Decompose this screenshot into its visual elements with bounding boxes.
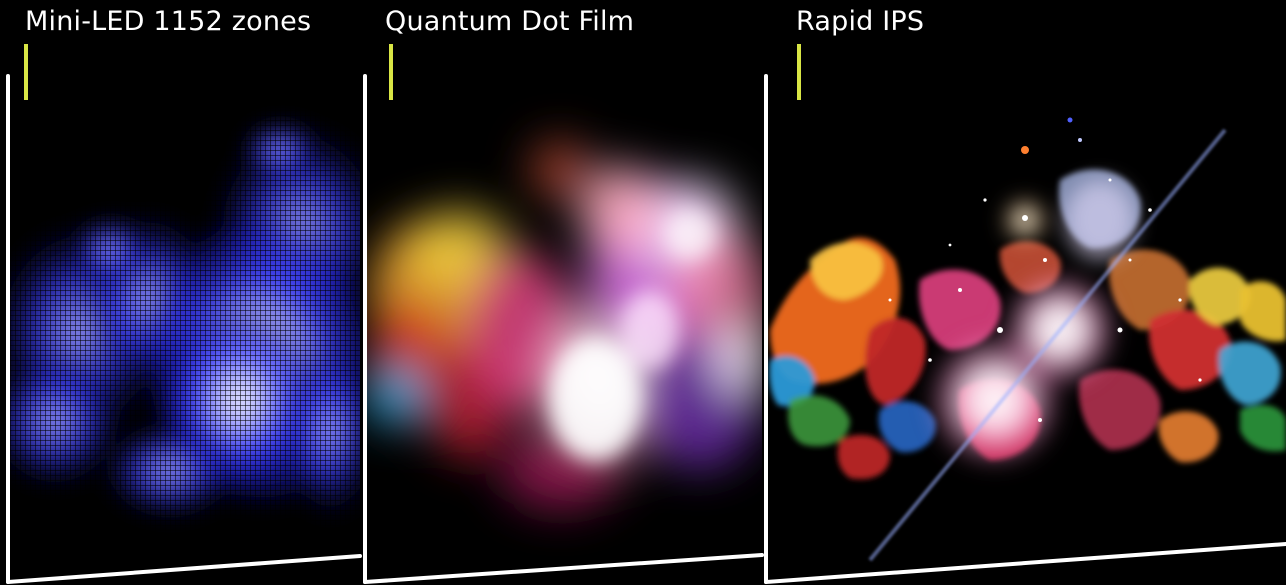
mini-led-label: Mini-LED 1152 zones: [25, 6, 312, 37]
quantum-dot-label-tick: [389, 44, 393, 100]
rapid-ips-label: Rapid IPS: [796, 6, 925, 37]
mini-led-panel: [9, 78, 360, 585]
rapid-ips-label-tick: [797, 44, 801, 100]
quantum-dot-panel: [367, 78, 762, 585]
quantum-dot-label: Quantum Dot Film: [385, 6, 635, 37]
star-sparkles: [888, 117, 1202, 422]
panel-frames: [6, 74, 1286, 584]
mini-led-label-tick: [24, 44, 28, 100]
rapid-ips-panel: [768, 78, 1286, 585]
